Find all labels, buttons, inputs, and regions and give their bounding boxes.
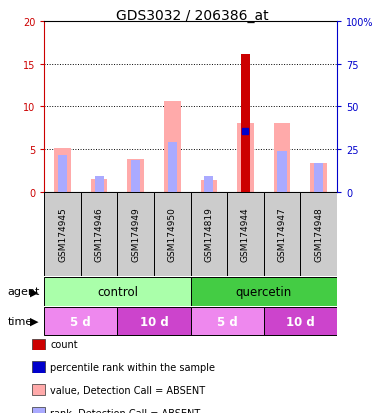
Text: value, Detection Call = ABSENT: value, Detection Call = ABSENT	[50, 385, 205, 395]
Text: rank, Detection Call = ABSENT: rank, Detection Call = ABSENT	[50, 408, 200, 413]
Text: time: time	[8, 316, 33, 326]
Bar	[91, 179, 107, 192]
Text: 5 d: 5 d	[217, 315, 238, 328]
Text: quercetin: quercetin	[236, 285, 292, 298]
Text: control: control	[97, 285, 138, 298]
Bar	[54, 149, 71, 192]
Bar	[314, 163, 323, 192]
Bar	[278, 152, 286, 192]
Bar	[58, 155, 67, 192]
Text: ▶: ▶	[30, 316, 39, 326]
Text: 10 d: 10 d	[140, 315, 168, 328]
Bar	[274, 124, 290, 192]
Text: GSM174948: GSM174948	[314, 207, 323, 262]
Bar	[264, 192, 300, 277]
Bar	[191, 307, 264, 336]
Bar	[300, 192, 337, 277]
Bar	[164, 102, 181, 192]
Bar	[131, 161, 140, 192]
Text: GSM174946: GSM174946	[95, 207, 104, 262]
Bar	[117, 192, 154, 277]
Text: GSM174944: GSM174944	[241, 207, 250, 261]
Text: GSM174950: GSM174950	[168, 207, 177, 262]
Text: count: count	[50, 339, 78, 349]
Bar	[191, 277, 337, 306]
Bar	[264, 307, 337, 336]
Bar	[95, 177, 104, 192]
Bar	[227, 192, 264, 277]
Bar	[204, 177, 213, 192]
Bar	[81, 192, 117, 277]
Text: GSM174819: GSM174819	[204, 207, 213, 262]
Text: 5 d: 5 d	[70, 315, 91, 328]
Bar	[44, 277, 191, 306]
Text: GSM174947: GSM174947	[278, 207, 286, 262]
Bar	[117, 307, 191, 336]
Bar	[168, 143, 177, 192]
Text: GSM174945: GSM174945	[58, 207, 67, 262]
Bar	[127, 160, 144, 192]
Bar	[44, 307, 117, 336]
Bar	[241, 55, 250, 192]
Text: GSM174949: GSM174949	[131, 207, 140, 262]
Text: GDS3032 / 206386_at: GDS3032 / 206386_at	[116, 9, 269, 23]
Bar	[310, 163, 327, 192]
Text: agent: agent	[8, 287, 40, 297]
Text: 10 d: 10 d	[286, 315, 315, 328]
Text: percentile rank within the sample: percentile rank within the sample	[50, 362, 215, 372]
Bar	[44, 192, 81, 277]
Bar	[237, 124, 254, 192]
Bar	[191, 192, 227, 277]
Bar	[201, 181, 217, 192]
Bar	[154, 192, 191, 277]
Text: ▶: ▶	[30, 287, 39, 297]
